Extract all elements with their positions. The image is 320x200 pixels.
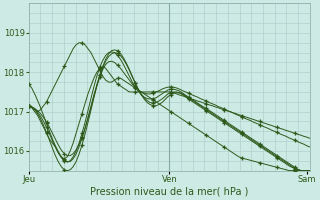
X-axis label: Pression niveau de la mer( hPa ): Pression niveau de la mer( hPa ): [90, 187, 249, 197]
